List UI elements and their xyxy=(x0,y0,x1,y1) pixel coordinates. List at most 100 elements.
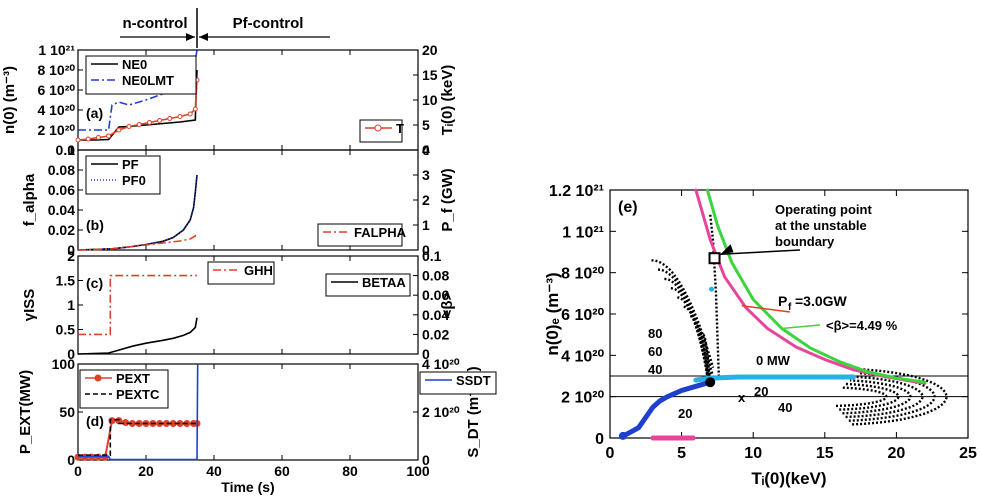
marker-t xyxy=(106,133,112,139)
marker-t xyxy=(136,122,142,127)
legend: SSDT xyxy=(419,371,497,395)
beta-pointer xyxy=(781,324,821,330)
legend: GHH xyxy=(207,261,275,285)
y-tick-label-right: 0.08 xyxy=(422,268,449,284)
y-tick-label-right: 0 xyxy=(422,452,430,468)
y-tick-label-left: 50 xyxy=(59,404,75,420)
panel-tag: (a) xyxy=(86,105,103,121)
y-tick-label-right: 2 xyxy=(422,192,430,208)
operating-point-marker xyxy=(708,252,721,265)
panel-tag: (e) xyxy=(618,199,638,216)
legend-label: PEXTC xyxy=(116,387,160,402)
y-tick-label-left: 2 10²⁰ xyxy=(37,122,75,138)
operation-map-panel: 0 5 10 15 20 25 0 2 10²⁰ 4 10²⁰ 6 10²⁰ 8 10²⁰ 1 10²… xyxy=(543,183,977,488)
x-tick-label: 0 xyxy=(74,463,82,479)
y-tick-label-right: 10 xyxy=(422,92,438,108)
y-tick-label-left: 1.5 xyxy=(56,273,76,289)
y-axis-label-left: P_EXT(MW) xyxy=(17,370,34,454)
y-tick-label-left: 0 xyxy=(67,346,75,362)
panel-tag: (d) xyxy=(86,413,104,429)
y-tick-label-right: 3 xyxy=(422,167,430,183)
annotation-operating-point: Operating point xyxy=(775,202,872,217)
legend-label: T xyxy=(396,121,404,136)
x-tick-label: 60 xyxy=(274,463,290,479)
y-tick-label-right: 4 10²⁰ xyxy=(422,356,460,372)
series-line-operating-path xyxy=(620,379,713,439)
y-tick-label-left: 0.04 xyxy=(48,202,75,218)
y-tick-label-left: 0 xyxy=(67,242,75,258)
y-axis-label-right: P_f (GW) xyxy=(439,168,456,231)
y-tick-label-right: 0 xyxy=(422,242,430,258)
marker-pext xyxy=(176,420,184,428)
y-axis-label-left: f_alpha xyxy=(21,173,38,226)
contour-label-20-low: 20 xyxy=(678,406,692,421)
legend-box xyxy=(359,119,403,143)
legend-marker xyxy=(94,374,102,382)
y-tick-label-right: 2 10²⁰ xyxy=(422,404,460,420)
marker-t xyxy=(75,137,81,143)
series-line-pextc xyxy=(78,418,197,457)
contour-label-20: 20 xyxy=(754,384,768,399)
annotation-pf-value: =3.0GW xyxy=(795,293,848,309)
contour-label-80: 80 xyxy=(648,326,662,341)
y-tick-label-right: 0 xyxy=(422,346,430,362)
y-tick-label-right: 15 xyxy=(422,67,438,83)
legend-box xyxy=(419,371,497,395)
annotation-arrowhead xyxy=(720,244,734,255)
annotation-pf-subscript: f xyxy=(788,302,792,313)
legend-label: PEXT xyxy=(116,371,150,386)
legend-box xyxy=(85,55,197,95)
y-axis-label: n(0)ₑ (m⁻³) xyxy=(543,272,562,355)
y-tick-label-left: 6 10²⁰ xyxy=(37,82,75,98)
y-tick-label: 8 10²⁰ xyxy=(561,266,604,283)
panel-a: 0 2 10²⁰ 4 10²⁰ 6 10²⁰ 8 10²⁰ 1 10²¹ 0 5 10 15 20 n… xyxy=(1,42,456,158)
n-control-label: n-control xyxy=(123,15,188,32)
operating-path-start xyxy=(618,431,627,440)
annotation-pf: P xyxy=(778,293,787,309)
contour-label-0mw: 0 MW xyxy=(756,353,791,368)
marker-t xyxy=(187,111,193,117)
y-tick-label-right: 0.02 xyxy=(422,326,449,342)
contour-loop xyxy=(839,382,900,411)
y-tick-label-left: 4 10²⁰ xyxy=(37,102,75,118)
legend-label: PF xyxy=(122,157,139,172)
marker-t xyxy=(192,106,198,112)
contour-line xyxy=(657,268,715,378)
marker-t xyxy=(177,114,183,119)
y-tick-label: 0 xyxy=(595,431,604,448)
y-tick-label-right: 1 xyxy=(422,217,430,233)
legend: FALPHA xyxy=(317,223,407,247)
panel-tag: (c) xyxy=(86,275,103,291)
y-tick-label-right: 0.06 xyxy=(422,287,449,303)
annotation-operating-point: at the unstable xyxy=(775,218,867,233)
legend-label: SSDT xyxy=(456,373,491,388)
y-axis-label-left: γISS xyxy=(21,289,38,322)
contour-label-60: 60 xyxy=(648,344,662,359)
x-tick-label: 5 xyxy=(677,445,686,462)
x-axis-label: Time (s) xyxy=(221,479,274,495)
contour-loop xyxy=(842,379,912,415)
marker-t xyxy=(126,124,132,129)
legend: BETAA xyxy=(325,273,411,297)
contour-label-40-left: 40 xyxy=(648,362,662,377)
x-tick-label: 20 xyxy=(888,445,906,462)
marker-t xyxy=(157,118,163,123)
marker-t xyxy=(116,127,122,133)
cyan-dot xyxy=(709,286,715,292)
y-tick-label-left: 0.5 xyxy=(56,322,76,338)
contour-label-40: 40 xyxy=(778,400,792,415)
legend-box xyxy=(325,273,411,297)
annotation-beta: <β>=4.49 % xyxy=(826,318,898,333)
y-tick-label-left: 2 xyxy=(67,248,75,264)
marker-t xyxy=(85,136,91,142)
y-tick-label-left: 8 10²⁰ xyxy=(37,62,75,78)
legend-label: GHH xyxy=(244,263,273,278)
y-tick-label-left: 1 10²¹ xyxy=(38,42,75,58)
y-tick-label-left: 0 xyxy=(67,142,75,158)
operating-path-endpoint xyxy=(705,377,716,388)
legend-box xyxy=(317,223,403,247)
